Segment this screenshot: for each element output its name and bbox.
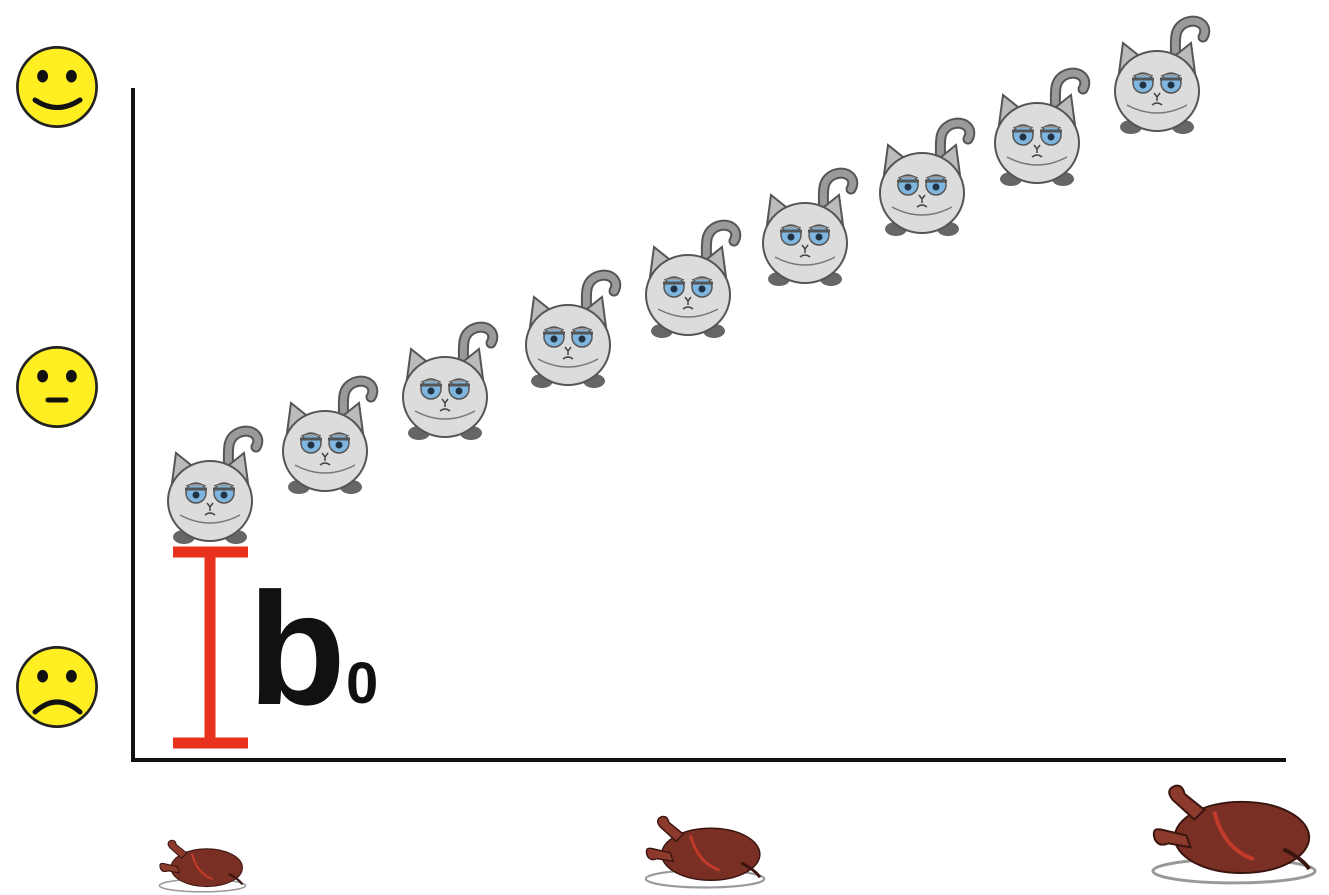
turkey-large <box>1150 783 1318 885</box>
face-neutral <box>16 346 98 428</box>
cat <box>880 123 970 236</box>
cat <box>403 327 493 440</box>
cat <box>646 225 736 338</box>
cat <box>526 275 616 388</box>
face-happy <box>16 46 98 128</box>
cat <box>168 431 258 544</box>
intercept-symbol: b <box>248 559 346 738</box>
cat <box>283 381 373 494</box>
cats <box>168 21 1205 544</box>
cat <box>995 73 1085 186</box>
face-sad <box>16 646 98 728</box>
cat <box>1115 21 1205 134</box>
intercept-subscript: 0 <box>346 651 378 716</box>
cat <box>763 173 853 286</box>
turkeys <box>158 783 1318 893</box>
turkey-medium <box>644 815 766 889</box>
intercept-bracket <box>173 546 248 749</box>
turkey-small <box>158 839 247 893</box>
